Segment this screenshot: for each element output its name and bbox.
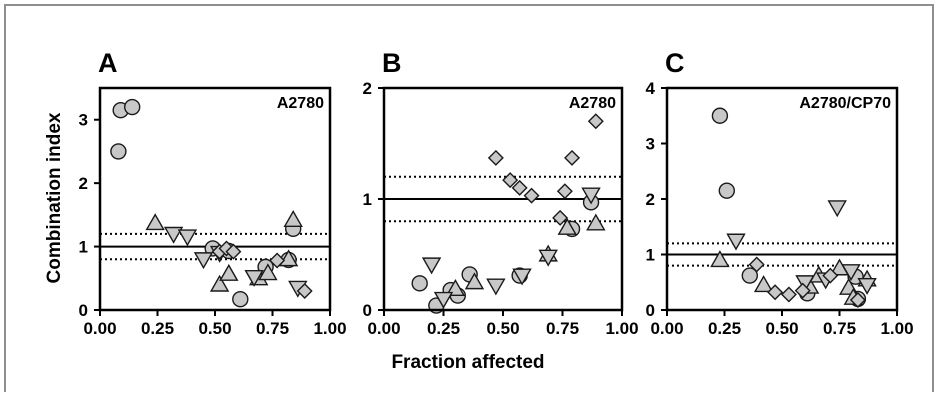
marker-diamond — [587, 113, 604, 130]
marker-diamond — [269, 252, 286, 269]
x-tick-label: 0.00 — [83, 319, 116, 338]
marker-triangle-up — [557, 217, 577, 235]
marker-triangle-down — [193, 252, 214, 270]
cell-line-label: A2780/CP70 — [799, 95, 891, 112]
marker-circle — [711, 107, 729, 124]
panel-a: A A2780 0.00 0.25 0.50 0.75 1.00 0 1 2 3 — [79, 48, 347, 338]
x-tick-label: 1.00 — [880, 319, 913, 338]
marker-triangle-up — [145, 213, 165, 231]
x-tick-label: 0.50 — [765, 319, 798, 338]
marker-triangle-down — [857, 277, 877, 295]
marker-triangle-down — [433, 291, 454, 309]
y-tick-label: 2 — [79, 174, 88, 193]
panel-letter: B — [382, 48, 402, 78]
marker-triangle-up — [753, 275, 774, 293]
marker-triangle-up — [219, 263, 239, 281]
marker-triangle-up — [710, 250, 730, 268]
y-tick-label: 2 — [646, 190, 655, 209]
marker-diamond — [849, 292, 866, 308]
y-tick-label: 0 — [646, 301, 655, 320]
marker-triangle-up — [464, 272, 485, 290]
x-tick-label: 0.75 — [546, 319, 579, 338]
marker-diamond — [523, 187, 540, 204]
y-tick-label: 2 — [363, 79, 372, 98]
marker-triangle-down — [581, 187, 601, 205]
panel-letter: C — [665, 48, 685, 78]
marker-diamond — [502, 172, 519, 189]
marker-circle — [718, 182, 735, 199]
marker-triangle-down — [244, 269, 264, 287]
x-tick-label: 0.25 — [141, 319, 174, 338]
y-tick-label: 3 — [79, 111, 88, 130]
x-tick-label: 0.25 — [708, 319, 741, 338]
marker-triangle-down — [163, 226, 184, 244]
marker-triangle-down — [841, 264, 861, 282]
x-tick-label: 0.00 — [650, 319, 683, 338]
marker-triangle-down — [486, 278, 506, 296]
marker-triangle-up — [586, 213, 606, 231]
marker-diamond — [552, 209, 569, 226]
cell-line-label: A2780 — [277, 95, 324, 112]
marker-diamond — [748, 256, 765, 273]
marker-triangle-down — [177, 229, 198, 247]
marker-diamond — [556, 183, 573, 200]
marker-triangle-up — [445, 278, 466, 296]
marker-diamond — [487, 149, 504, 166]
y-tick-label: 3 — [646, 135, 655, 154]
panel-letter: A — [98, 48, 118, 78]
marker-diamond — [822, 267, 839, 284]
y-tick-label: 0 — [79, 301, 88, 320]
marker-triangle-down — [795, 275, 815, 293]
marker-triangle-down — [538, 249, 558, 267]
marker-triangle-down — [421, 257, 442, 275]
y-tick-label: 0 — [363, 301, 372, 320]
x-tick-label: 1.00 — [313, 319, 346, 338]
marker-diamond — [296, 282, 313, 299]
panel-c: C A2780/CP70 0.00 0.25 0.50 0.75 1.00 0 1 2 3 4 — [646, 48, 914, 338]
y-tick-label: 4 — [646, 79, 656, 98]
x-axis-title: Fraction affected — [391, 352, 544, 373]
x-tick-label: 1.00 — [605, 319, 638, 338]
marker-triangle-up — [209, 274, 230, 292]
y-axis-title: Combination index — [44, 112, 65, 283]
y-tick-label: 1 — [79, 238, 88, 257]
cell-line-label: A2780 — [569, 95, 616, 112]
figure-frame — [4, 4, 934, 392]
marker-circle — [411, 275, 428, 292]
marker-triangle-down — [726, 233, 746, 251]
panel-b: B A2780 0.00 0.25 0.50 0.75 1.00 0 1 2 — [363, 48, 639, 338]
marker-circle — [123, 98, 141, 116]
marker-triangle-down — [512, 268, 532, 286]
marker-triangle-up — [283, 210, 303, 228]
y-tick-label: 1 — [363, 190, 372, 209]
y-tick-label: 1 — [646, 246, 655, 265]
marker-diamond — [794, 282, 811, 299]
marker-diamond — [564, 149, 581, 166]
x-tick-label: 0.75 — [256, 319, 289, 338]
x-tick-label: 0.75 — [823, 319, 856, 338]
marker-diamond — [780, 286, 797, 303]
marker-diamond — [511, 179, 528, 196]
x-tick-label: 0.50 — [486, 319, 519, 338]
marker-circle — [741, 267, 758, 284]
marker-circle — [110, 143, 127, 160]
marker-diamond — [225, 243, 242, 260]
x-tick-label: 0.25 — [427, 319, 460, 338]
marker-triangle-up — [258, 263, 278, 281]
x-tick-label: 0.50 — [198, 319, 231, 338]
marker-circle — [232, 291, 249, 308]
marker-triangle-down — [827, 200, 847, 218]
marker-diamond — [767, 284, 784, 301]
x-tick-label: 0.00 — [367, 319, 400, 338]
marker-triangle-up — [278, 249, 299, 267]
plot-area-border — [98, 86, 332, 312]
